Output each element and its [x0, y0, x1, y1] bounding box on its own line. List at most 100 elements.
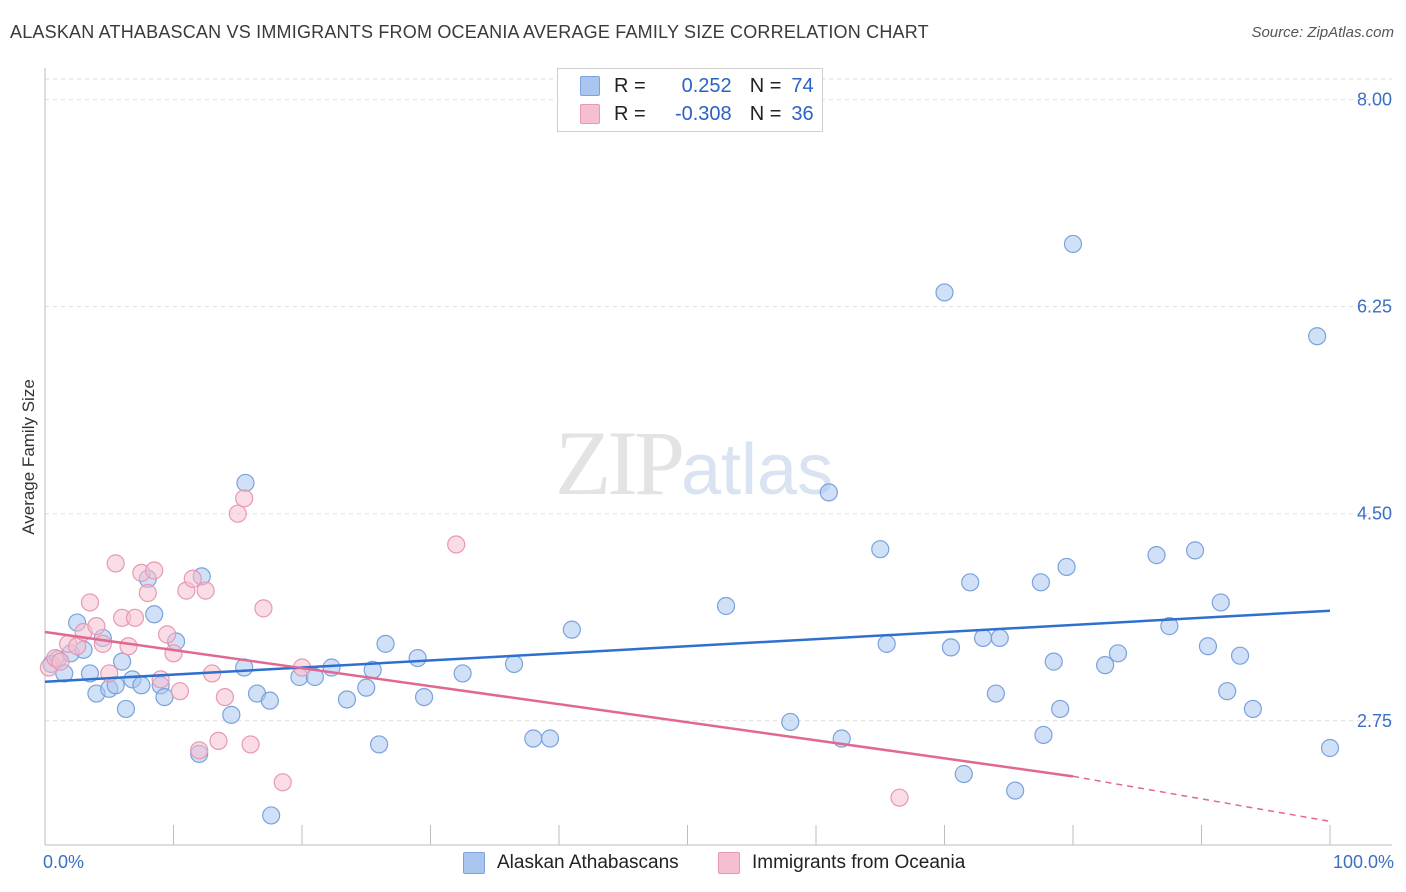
athabascan-point [145, 605, 164, 624]
athabascan-point [819, 483, 838, 502]
oceania-trend-line [44, 630, 1074, 778]
oceania-point [890, 788, 909, 807]
oceania-point [209, 731, 228, 750]
watermark-atlas: atlas [681, 430, 834, 510]
legend-n-label: N = [749, 102, 782, 125]
athabascan-point [1044, 652, 1063, 671]
oceania-point [119, 637, 138, 656]
athabascan-point [986, 684, 1006, 703]
athabascan-point [132, 676, 151, 695]
athabascan-point [337, 690, 357, 709]
oceania-point [125, 608, 145, 627]
athabascan-point [1031, 573, 1050, 592]
athabascan-point [540, 729, 560, 748]
athabascan-point [877, 634, 896, 653]
athabascan-point [524, 729, 543, 748]
legend-r-label: R = [614, 102, 646, 125]
legend-item-oceania: Immigrants from Oceania [718, 852, 965, 874]
oceania-point [273, 773, 292, 792]
x-tick-label-start: 0.0% [43, 852, 84, 872]
athabascan-point [781, 712, 800, 732]
y-tick-label: 6.25 [1357, 297, 1392, 317]
athabascan-point [941, 638, 961, 657]
oceania-point [196, 581, 215, 600]
athabascan-point [1006, 781, 1025, 800]
legend-n-value: 74 [791, 74, 814, 97]
oceania-point [51, 652, 70, 671]
legend-swatch [463, 852, 485, 874]
oceania-point [151, 670, 170, 689]
legend-swatch [718, 852, 740, 874]
oceania-point [80, 593, 100, 612]
legend-r-value: 0.252 [681, 74, 732, 97]
oceania-point [254, 599, 273, 618]
athabascan-point [357, 678, 376, 697]
athabascan-point [116, 699, 136, 719]
correlation-legend: R = 0.252 N = 74 R = -0.308 N = 36 [557, 68, 823, 132]
athabascan-point [1108, 644, 1128, 663]
y-tick-label: 2.75 [1357, 711, 1392, 731]
oceania-point [87, 617, 106, 636]
athabascan-point [414, 687, 434, 707]
athabascan-point [1147, 546, 1166, 565]
y-tick-label: 4.50 [1357, 504, 1392, 524]
athabascan-point [1243, 699, 1263, 719]
athabascan-point [1057, 557, 1076, 577]
legend-row-athabascan: R = 0.252 N = 74 [580, 73, 814, 99]
oceania-point [235, 489, 254, 508]
legend-swatch-athabascan [580, 76, 600, 96]
legend-n-value: 36 [791, 102, 814, 125]
oceania-point [170, 682, 190, 701]
athabascan-point [961, 573, 980, 592]
athabascan-trend-line [44, 609, 1331, 683]
athabascan-point [305, 667, 324, 687]
athabascan-point [236, 473, 255, 493]
series-legend: Alaskan Athabascans Immigrants from Ocea… [0, 852, 1406, 878]
legend-r-label: R = [614, 74, 646, 97]
athabascan-point [935, 283, 954, 302]
legend-n-label: N = [749, 74, 782, 97]
oceania-point [447, 535, 466, 554]
athabascan-point [990, 628, 1009, 648]
athabascan-point [871, 540, 890, 559]
oceania-point [145, 561, 164, 580]
athabascan-point [260, 691, 279, 710]
athabascan-point [1185, 541, 1205, 560]
watermark: ZIPatlas [555, 410, 833, 516]
athabascan-point [1063, 234, 1083, 254]
athabascan-point [408, 648, 427, 668]
watermark-zip: ZIP [555, 412, 685, 514]
legend-swatch-oceania [580, 104, 600, 124]
athabascan-point [80, 664, 100, 683]
athabascan-point [155, 687, 174, 707]
athabascan-point [1230, 646, 1250, 665]
athabascan-point [562, 620, 581, 639]
oceania-point [164, 644, 183, 663]
athabascan-point [504, 654, 524, 674]
athabascan-point [1308, 327, 1327, 346]
oceania-point [215, 687, 234, 707]
athabascan-point [973, 628, 993, 648]
oceania-point [228, 504, 247, 523]
athabascan-point [1218, 682, 1237, 701]
athabascan-point [222, 705, 241, 724]
athabascan-point [376, 634, 395, 653]
y-tick-label: 8.00 [1357, 90, 1392, 110]
legend-r-value: -0.308 [674, 102, 732, 125]
athabascan-point [370, 735, 389, 754]
oceania-point [93, 634, 112, 653]
athabascan-point [262, 806, 281, 825]
chart-title: ALASKAN ATHABASCAN VS IMMIGRANTS FROM OC… [10, 22, 929, 42]
oceania-trend-extension [1072, 775, 1331, 823]
athabascan-point [112, 652, 132, 671]
oceania-point [190, 741, 209, 760]
legend-label: Immigrants from Oceania [752, 852, 966, 873]
legend-row-oceania: R = -0.308 N = 36 [580, 101, 814, 127]
athabascan-point [1034, 725, 1053, 745]
oceania-point [106, 554, 125, 573]
athabascan-point [1096, 656, 1115, 675]
source-label: Source: ZipAtlas.com [1251, 24, 1394, 41]
x-tick-label-end: 100.0% [1333, 852, 1394, 872]
legend-label: Alaskan Athabascans [497, 852, 679, 873]
